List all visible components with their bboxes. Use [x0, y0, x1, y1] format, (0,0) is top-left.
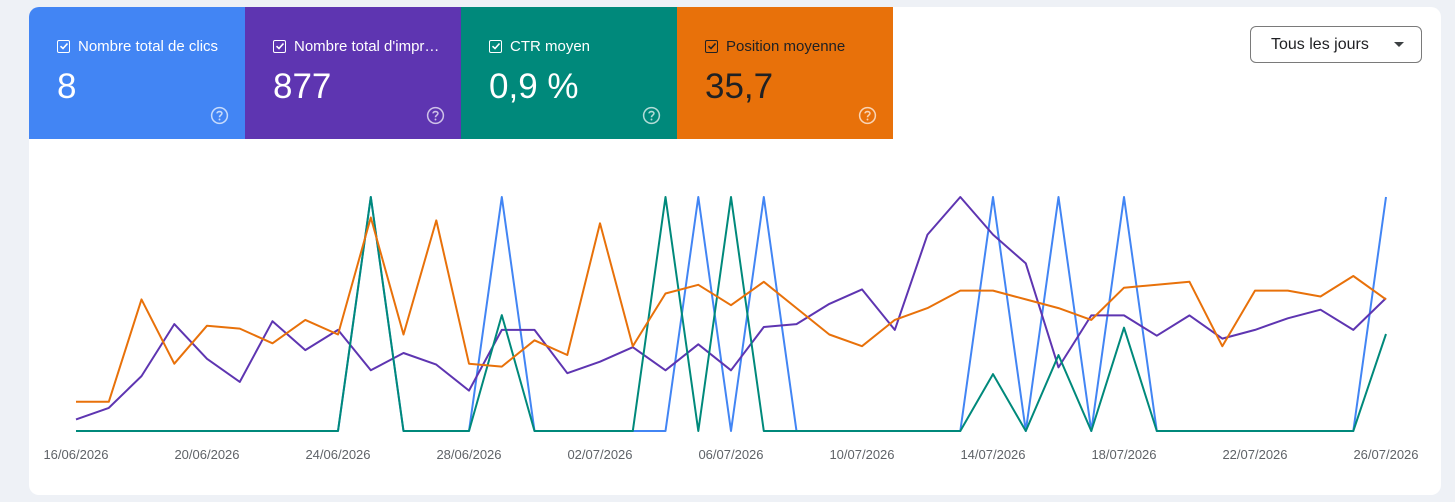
metric-tile-ctr-moyen[interactable]: CTR moyen 0,9 %	[461, 7, 677, 139]
series-layer	[75, 196, 1387, 432]
series-line-nombre-total-de-clics	[76, 196, 1387, 432]
metric-value: 877	[273, 67, 332, 106]
checkbox-icon[interactable]	[489, 39, 502, 53]
help-icon[interactable]	[642, 106, 661, 125]
series-line-nombre-total-d-impressions	[75, 196, 1387, 421]
x-tick-label: 06/07/2026	[698, 447, 763, 462]
date-range-label: Tous les jours	[1271, 35, 1369, 53]
metric-header: CTR moyen	[489, 37, 661, 55]
x-tick-label: 28/06/2026	[436, 447, 501, 462]
metric-tile-position-moyenne[interactable]: Position moyenne 35,7	[677, 7, 893, 139]
help-icon[interactable]	[858, 106, 877, 125]
metric-value: 8	[57, 67, 77, 106]
metric-value: 35,7	[705, 67, 774, 106]
checkbox-icon[interactable]	[705, 39, 718, 53]
x-tick-label: 16/06/2026	[43, 447, 108, 462]
metric-header: Position moyenne	[705, 37, 877, 55]
date-range-dropdown[interactable]: Tous les jours	[1250, 26, 1422, 63]
x-tick-label: 10/07/2026	[829, 447, 894, 462]
help-icon[interactable]	[210, 106, 229, 125]
metric-tile-nombre-total-de-clics[interactable]: Nombre total de clics 8	[29, 7, 245, 139]
x-tick-label: 18/07/2026	[1091, 447, 1156, 462]
x-tick-label: 24/06/2026	[305, 447, 370, 462]
x-tick-label: 26/07/2026	[1353, 447, 1418, 462]
metric-header: Nombre total de clics	[57, 37, 229, 55]
series-line-position-moyenne	[76, 216, 1387, 403]
performance-chart: 16/06/2026 20/06/2026 24/06/2026 28/06/2026…	[43, 196, 1419, 462]
caret-down-icon	[1394, 42, 1404, 47]
metric-value: 0,9 %	[489, 67, 579, 106]
performance-card: Nombre total de clics 8 Nombre total d'imp…	[29, 7, 1441, 495]
help-icon[interactable]	[426, 106, 445, 125]
x-tick-label: 22/07/2026	[1222, 447, 1287, 462]
series-line-ctr-moyen	[76, 196, 1387, 432]
x-tick-label: 14/07/2026	[960, 447, 1025, 462]
x-tick-label: 02/07/2026	[567, 447, 632, 462]
checkbox-icon[interactable]	[57, 39, 70, 53]
checkbox-icon[interactable]	[273, 39, 286, 53]
metric-header: Nombre total d'impressions	[273, 37, 445, 55]
metric-tiles: Nombre total de clics 8 Nombre total d'imp…	[29, 7, 893, 139]
x-axis-ticks: 16/06/2026 20/06/2026 24/06/2026 28/06/2026…	[43, 447, 1418, 462]
metric-tile-nombre-total-d-impressions[interactable]: Nombre total d'impressions 877	[245, 7, 461, 139]
x-tick-label: 20/06/2026	[174, 447, 239, 462]
